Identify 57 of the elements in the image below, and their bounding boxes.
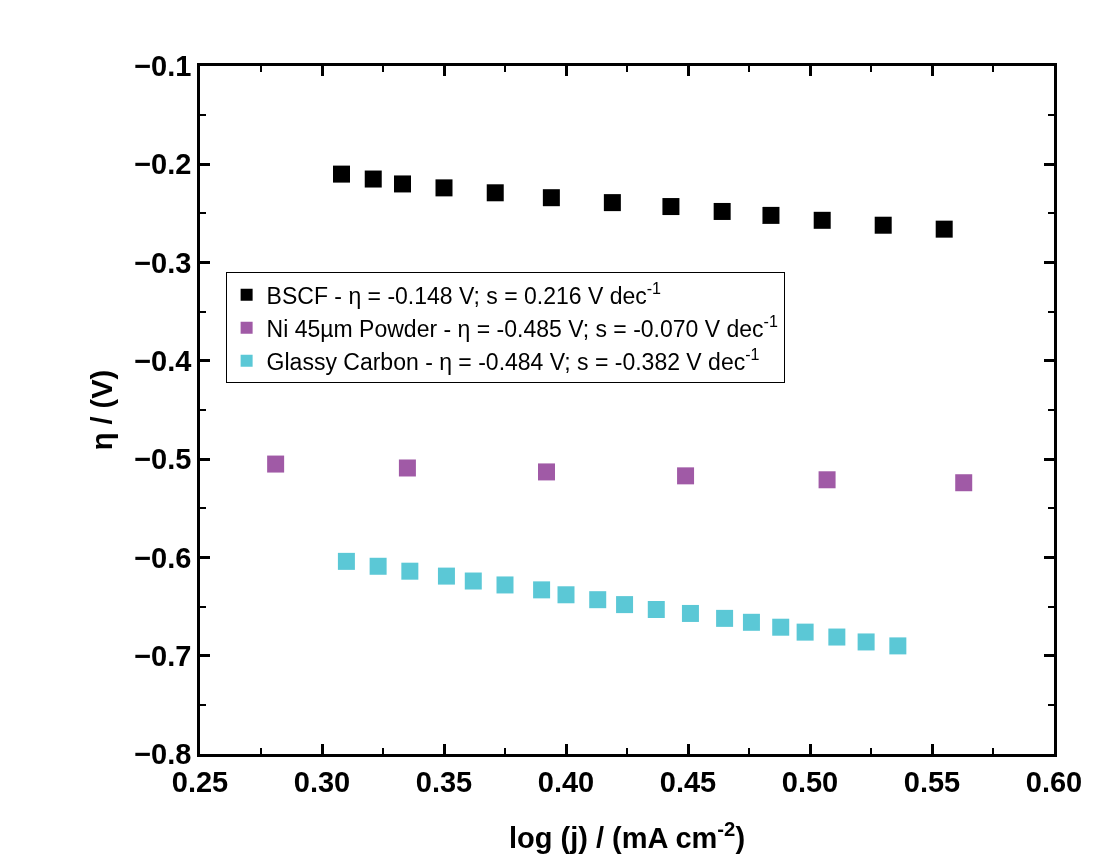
point [369,557,387,575]
point [762,206,780,224]
point [662,198,680,216]
point [437,567,455,585]
point [557,586,575,604]
point [796,623,814,641]
x-tick-label: 0.55 [903,765,961,798]
point [857,633,875,651]
point [772,618,790,636]
x-tick-label: 0.50 [781,765,839,798]
point [616,596,634,614]
legend-label: Ni 45µm Powder - η = -0.485 V; s = -0.070 V dec$^{-1}$ [266,312,778,342]
x-axis-title: log (j) / (mA cm$^{-2}$) [508,818,746,855]
point [603,194,621,212]
point [828,628,846,646]
x-tick-label: 0.35 [415,765,473,798]
point [647,601,665,619]
y-axis-title: η / (V) [85,369,118,451]
point [742,613,760,631]
x-tick-label: 0.40 [537,765,595,798]
point [435,179,453,197]
point [364,170,382,188]
point [589,591,607,609]
point [401,562,419,580]
x-tick-label: 0.60 [1025,765,1083,798]
point [486,184,504,202]
y-tick-label: −0.2 [134,148,192,181]
point [716,609,734,627]
y-tick-label: −0.5 [134,443,192,476]
point [337,552,355,570]
point [813,211,831,229]
point [955,474,973,492]
point [496,576,514,594]
x-tick-label: 0.30 [293,765,351,798]
point [935,220,953,238]
point [542,189,560,207]
point [874,216,892,234]
y-tick-label: −0.7 [134,639,192,672]
y-tick-label: −0.6 [134,541,192,574]
point [533,581,551,599]
point [681,604,699,622]
legend-label: BSCF - η = -0.148 V; s = 0.216 V dec$^{-1}$ [266,279,662,309]
y-tick-label: −0.4 [134,345,192,378]
point [464,572,482,590]
y-tick-label: −0.3 [134,246,192,279]
point [537,463,555,481]
point [677,467,695,485]
legend-label: Glassy Carbon - η = -0.484 V; s = -0.382 V dec$^{-1}$ [266,344,760,375]
point [398,459,416,477]
point [267,455,285,473]
point [333,165,351,183]
point [818,471,836,489]
point [889,637,907,655]
point [713,202,731,220]
y-tick-label: −0.1 [134,50,192,83]
x-tick-label: 0.45 [659,765,717,798]
point [394,175,412,193]
